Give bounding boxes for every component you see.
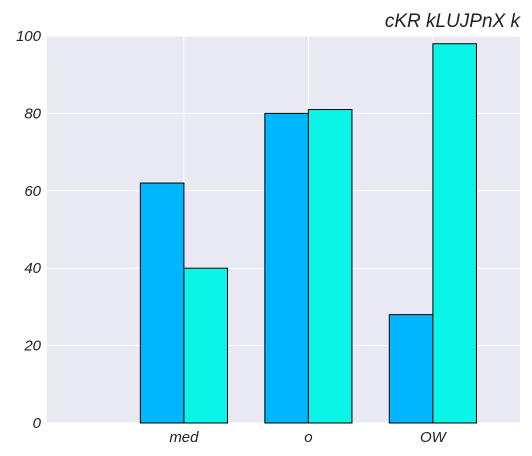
- bar-series2-o: [307, 109, 353, 424]
- y-tick-label: 40: [24, 260, 41, 277]
- x-tick-label: med: [169, 429, 199, 446]
- bar-series1-med: [139, 182, 185, 424]
- y-tick-label: 100: [16, 28, 42, 45]
- x-tick-label: OW: [420, 429, 448, 446]
- y-axis: 0 20 40 60 80 100: [16, 28, 42, 432]
- bar-series1-OW: [388, 314, 434, 424]
- bar-series1-o: [264, 112, 309, 424]
- y-tick-label: 60: [24, 183, 41, 200]
- y-tick-label: 0: [33, 415, 42, 432]
- y-tick-label: 20: [23, 338, 41, 355]
- y-tick-label: 80: [24, 105, 41, 122]
- chart-title: cKR kLUJPnX k: [385, 11, 522, 32]
- x-tick-label: o: [304, 429, 312, 446]
- bars: [139, 43, 477, 424]
- bar-series2-med: [183, 267, 228, 424]
- bar-series2-OW: [432, 43, 477, 424]
- x-axis: med o OW: [169, 429, 447, 446]
